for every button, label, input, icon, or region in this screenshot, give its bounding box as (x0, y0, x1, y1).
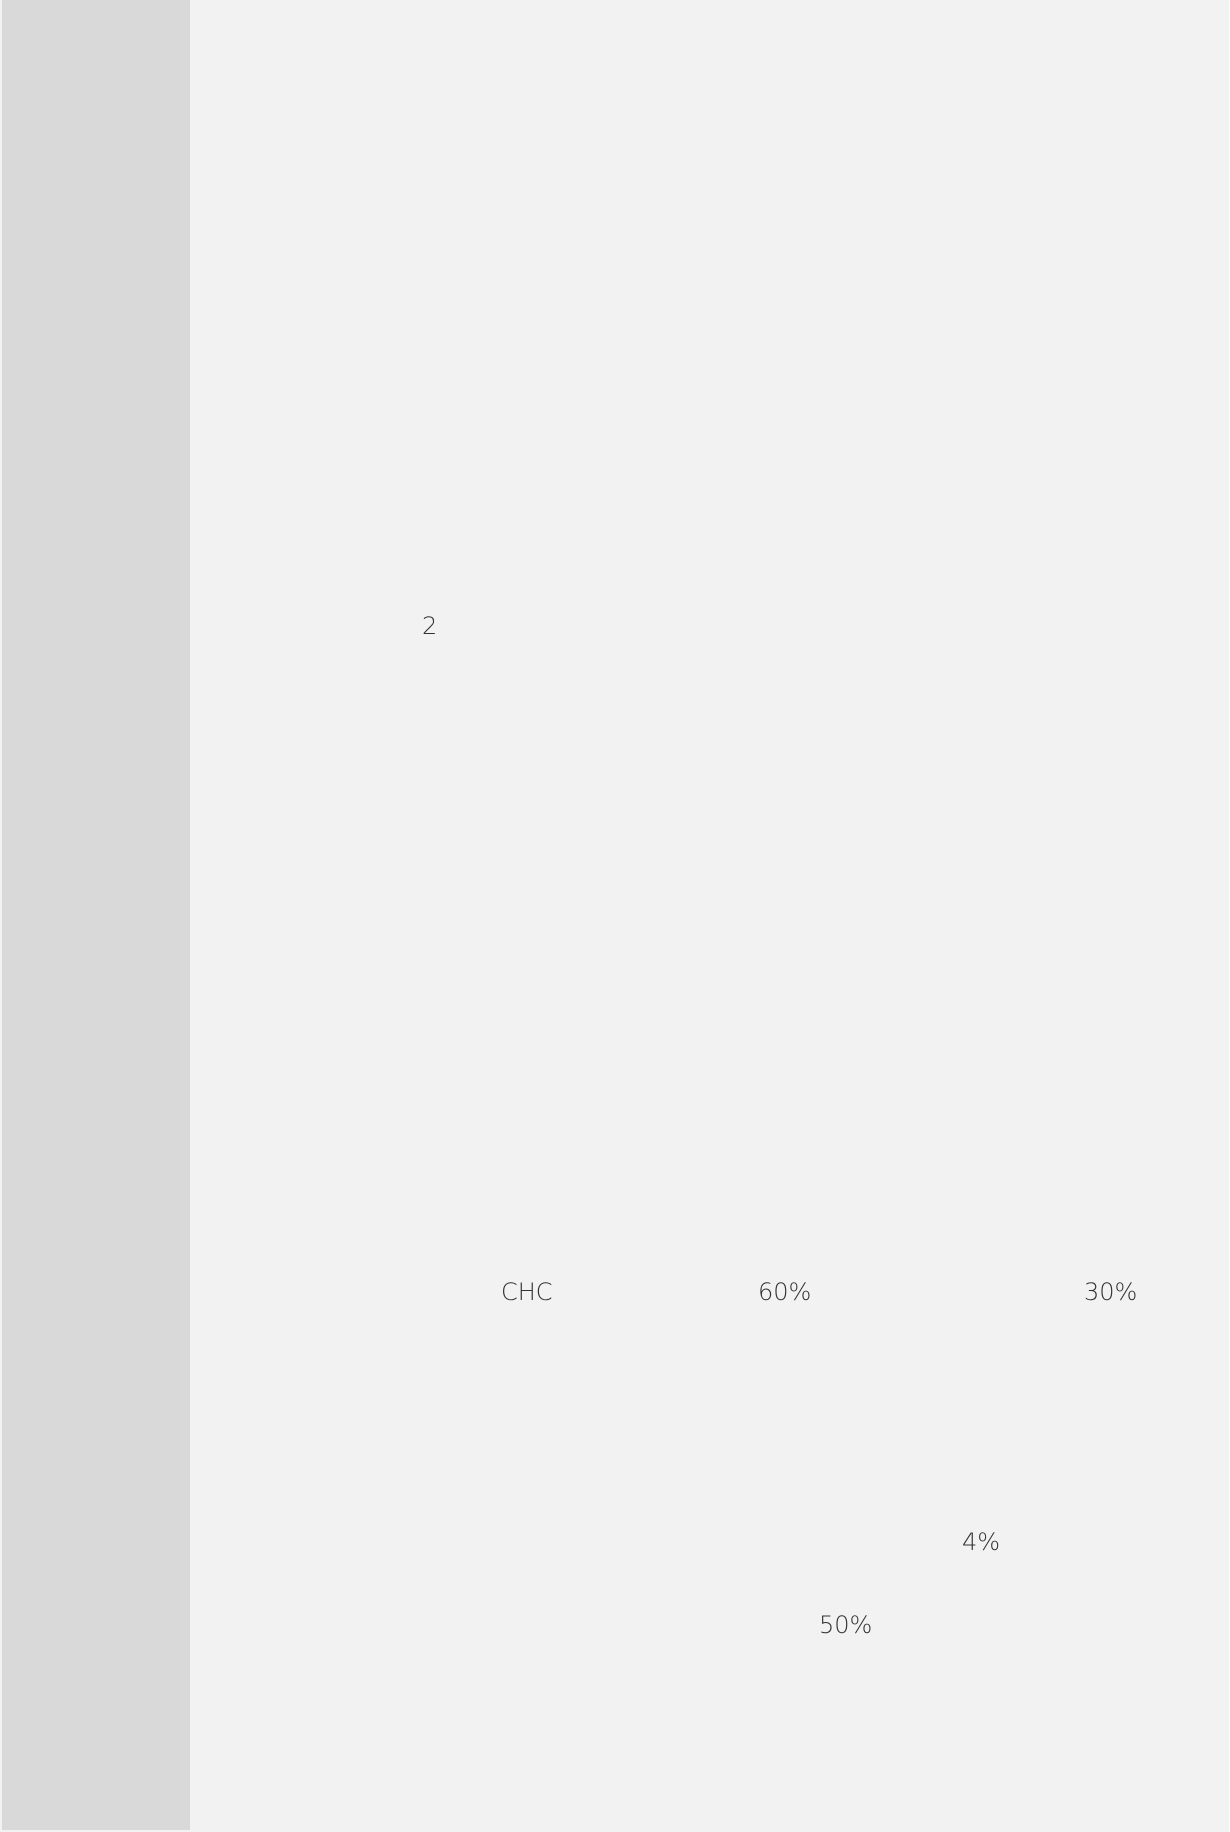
number-label: 2 (422, 612, 438, 640)
value-60-percent: 60% (758, 1278, 812, 1306)
value-4-percent: 4% (962, 1528, 1001, 1556)
left-side-bar (2, 0, 190, 1830)
value-30-percent: 30% (1084, 1278, 1138, 1306)
value-50-percent: 50% (819, 1611, 873, 1639)
page-content-area (190, 0, 1230, 1832)
row-label-chc: CHC (501, 1278, 553, 1306)
